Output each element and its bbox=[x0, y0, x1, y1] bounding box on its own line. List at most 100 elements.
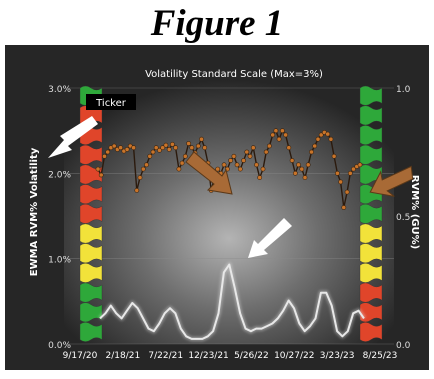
flag-green bbox=[79, 302, 103, 323]
flag-yellow bbox=[79, 263, 103, 283]
volatility-point bbox=[199, 136, 204, 142]
volatility-point bbox=[292, 170, 298, 176]
volatility-point bbox=[328, 136, 334, 142]
right-axis-label: RVM% (GU%) bbox=[409, 175, 420, 249]
volatility-point bbox=[347, 170, 353, 176]
volatility-point bbox=[124, 146, 130, 152]
volatility-point bbox=[234, 162, 240, 168]
flag-yellow bbox=[359, 263, 383, 283]
volatility-point bbox=[296, 162, 301, 168]
volatility-point bbox=[176, 166, 182, 172]
volatility-point bbox=[357, 162, 363, 168]
rvm-line bbox=[99, 263, 365, 340]
volatility-point bbox=[102, 153, 107, 159]
volatility-point bbox=[140, 166, 146, 172]
left-tick-label: 2.0% bbox=[48, 170, 71, 180]
flag-green bbox=[359, 85, 383, 106]
volatility-point bbox=[279, 128, 285, 134]
right-tick-label: 0.0 bbox=[396, 341, 411, 351]
volatility-point bbox=[98, 172, 104, 178]
volatility-point bbox=[299, 166, 305, 172]
volatility-point bbox=[131, 145, 136, 151]
volatility-point bbox=[283, 132, 288, 138]
flag-green bbox=[79, 322, 103, 342]
volatility-point bbox=[105, 149, 111, 155]
left-tick-label: 1.0% bbox=[48, 256, 71, 266]
volatility-point bbox=[160, 145, 166, 151]
right-tick-label: 0.5 bbox=[396, 213, 410, 223]
figure-title: Figure 1 bbox=[150, 3, 284, 44]
flag-red bbox=[359, 322, 383, 342]
volatility-point bbox=[318, 132, 324, 138]
x-tick-label: 2/18/21 bbox=[106, 351, 141, 361]
flag-green bbox=[359, 203, 383, 224]
volatility-point bbox=[286, 145, 292, 151]
volatility-point bbox=[215, 166, 221, 172]
volatility-point bbox=[189, 145, 195, 151]
volatility-point bbox=[289, 158, 295, 163]
flag-green bbox=[359, 144, 383, 165]
brown-arrow-right-icon bbox=[369, 165, 414, 197]
x-tick-label: 7/22/21 bbox=[148, 351, 183, 361]
volatility-point bbox=[276, 136, 282, 142]
volatility-point bbox=[182, 153, 188, 159]
volatility-point bbox=[260, 166, 266, 172]
flag-red bbox=[79, 144, 103, 165]
left-tick-label: 3.0% bbox=[48, 85, 71, 95]
volatility-point bbox=[254, 162, 259, 168]
volatility-point bbox=[325, 131, 331, 137]
volatility-point bbox=[351, 166, 356, 172]
volatility-point bbox=[150, 149, 156, 155]
volatility-point bbox=[334, 170, 340, 176]
plot-area bbox=[64, 80, 394, 344]
volatility-point bbox=[147, 153, 153, 159]
chart-title: Volatility Standard Scale (Max=3%) bbox=[145, 69, 323, 80]
volatility-point bbox=[118, 145, 123, 151]
volatility-point bbox=[195, 143, 201, 149]
volatility-point bbox=[305, 162, 311, 168]
volatility-point bbox=[341, 205, 347, 210]
left-tick-label: 0.0% bbox=[48, 341, 71, 351]
x-tick-label: 10/27/22 bbox=[274, 351, 314, 361]
volatility-point bbox=[169, 141, 175, 147]
rvm-series bbox=[98, 262, 367, 342]
volatility-point bbox=[270, 132, 276, 138]
volatility-point bbox=[344, 189, 350, 195]
right-axis-ticks: 0.0 0.5 1.0 bbox=[396, 85, 411, 351]
white-arrow-down-icon bbox=[248, 218, 292, 258]
volatility-point bbox=[247, 153, 253, 159]
volatility-point bbox=[157, 147, 162, 153]
volatility-point bbox=[302, 175, 308, 180]
flag-green bbox=[79, 282, 103, 303]
flag-yellow bbox=[359, 223, 383, 244]
volatility-point bbox=[244, 149, 250, 155]
legend-label: Ticker bbox=[95, 98, 127, 109]
x-tick-label: 3/23/23 bbox=[320, 351, 355, 361]
x-tick-label: 9/17/20 bbox=[63, 351, 98, 361]
flag-yellow bbox=[79, 223, 103, 244]
volatility-point bbox=[331, 153, 337, 159]
volatility-point bbox=[173, 145, 178, 151]
volatility-point bbox=[166, 146, 172, 152]
volatility-point bbox=[237, 166, 243, 172]
flag-red bbox=[79, 203, 103, 224]
volatility-point bbox=[338, 179, 343, 185]
x-axis-ticks: 9/17/20 2/18/21 7/22/21 12/23/21 5/26/22 10/2… bbox=[63, 351, 398, 361]
white-arrow-left-icon bbox=[48, 116, 98, 158]
brown-arrow-left-icon bbox=[185, 151, 233, 195]
volatility-point bbox=[179, 160, 185, 166]
x-tick-label: 8/25/23 bbox=[363, 351, 398, 361]
volatility-point bbox=[202, 145, 208, 151]
x-tick-label: 12/23/21 bbox=[188, 351, 228, 361]
volatility-point bbox=[163, 142, 169, 148]
volatility-point bbox=[263, 149, 269, 155]
flag-yellow bbox=[79, 243, 103, 264]
right-tick-label: 1.0 bbox=[396, 85, 411, 95]
volatility-point bbox=[134, 187, 140, 193]
volatility-point bbox=[153, 145, 159, 151]
volatility-point bbox=[111, 143, 117, 149]
volatility-point bbox=[257, 175, 263, 180]
volatility-point bbox=[221, 162, 227, 168]
legend-box bbox=[86, 94, 136, 110]
